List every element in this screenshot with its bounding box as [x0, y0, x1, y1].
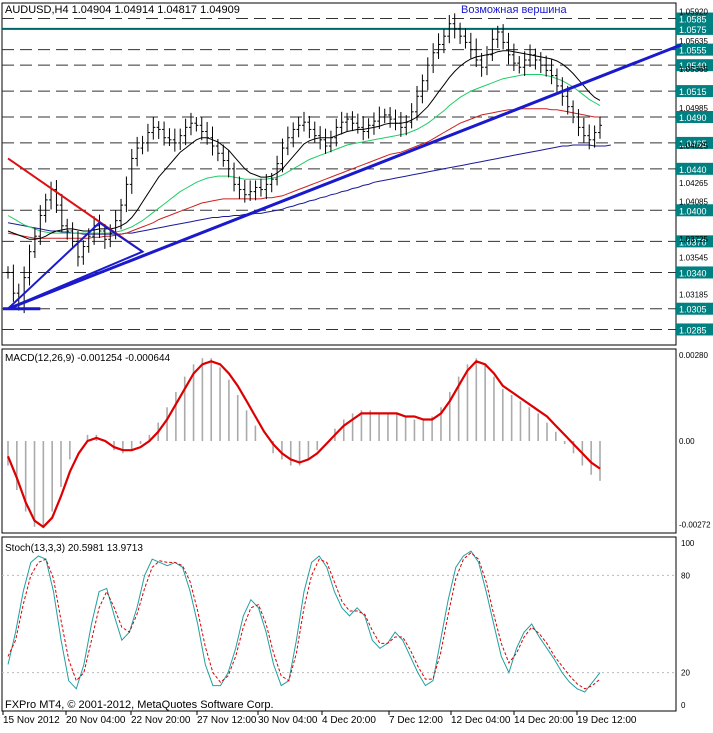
x-axis-label: 27 Nov 12:00	[197, 715, 257, 726]
level-box	[676, 266, 713, 279]
level-label: 1.0400	[679, 206, 707, 216]
level-label: 1.0285	[679, 325, 707, 335]
stoch-tick-label: 100	[681, 539, 695, 548]
level-label: 1.0515	[679, 87, 707, 97]
price-tick-label: 1.05365	[679, 65, 708, 74]
stoch-tick-label: 80	[681, 571, 690, 580]
level-box	[676, 302, 713, 315]
stoch-tick-label: 20	[681, 669, 690, 678]
price-tick-label: 1.04625	[679, 142, 708, 151]
level-label: 1.0575	[679, 25, 707, 35]
stoch-main-line	[7, 550, 601, 693]
price-tick-label: 1.05920	[679, 7, 708, 16]
macd-tick-label: 0.00280	[679, 351, 708, 360]
level-box	[676, 111, 713, 123]
level-box	[676, 136, 713, 149]
ma-green-line	[7, 74, 601, 234]
x-axis-label: 14 Dec 20:00	[514, 715, 574, 726]
level-label: 1.0340	[679, 268, 707, 278]
annotation-text: Возможная вершина	[461, 4, 567, 16]
price-tick-label: 1.05635	[679, 37, 708, 46]
level-box	[676, 59, 713, 72]
macd-tick-label: -0.00272	[679, 520, 711, 529]
x-axis-label: 4 Dec 20:00	[322, 715, 376, 726]
price-tick-label: 1.03185	[679, 291, 708, 300]
level-label: 1.0490	[679, 113, 707, 123]
macd-title: MACD(12,26,9) -0.001254 -0.000644	[5, 353, 171, 364]
level-box	[676, 323, 713, 336]
footer-copyright: FXPro MT4, © 2001-2012, MetaQuotes Softw…	[5, 699, 274, 711]
triangle-pattern	[7, 221, 145, 310]
level-label: 1.0540	[679, 61, 707, 71]
level-label: 1.0465	[679, 139, 707, 149]
level-box	[676, 235, 713, 248]
stochastic-pane[interactable]	[1, 536, 677, 712]
macd-tick-label: 0.00	[679, 437, 695, 446]
x-axis-label: 30 Nov 04:00	[258, 715, 318, 726]
level-label: 1.0555	[679, 46, 707, 56]
price-tick-label: 1.04085	[679, 197, 708, 206]
price-tick-label: 1.04985	[679, 104, 708, 113]
x-axis-label: 22 Nov 20:00	[131, 715, 191, 726]
stoch-signal-line	[7, 552, 601, 690]
level-label: 1.0370	[679, 237, 707, 247]
level-box	[676, 43, 713, 56]
level-box	[676, 22, 713, 35]
level-label: 1.0305	[679, 305, 707, 315]
x-axis-label: 12 Dec 04:00	[451, 715, 511, 726]
x-axis-label: 15 Nov 2012	[3, 715, 60, 726]
price-tick-label: 1.03545	[679, 253, 708, 262]
ma-red-line	[7, 108, 600, 239]
x-axis-label: 19 Dec 12:00	[577, 715, 637, 726]
macd-frame	[1, 348, 677, 534]
stoch-title: Stoch(13,3,3) 20.5981 13.9713	[5, 543, 143, 554]
stoch-tick-label: 0	[681, 701, 686, 710]
level-box	[676, 162, 713, 175]
x-axis-label: 7 Dec 12:00	[389, 715, 443, 726]
price-tick-label: 1.03725	[679, 235, 708, 244]
x-axis-label: 20 Nov 04:00	[66, 715, 126, 726]
stoch-frame	[1, 536, 677, 712]
level-label: 1.0585	[679, 15, 707, 25]
symbol-info: AUDUSD,H4 1.04904 1.04914 1.04817 1.0490…	[5, 4, 240, 16]
level-label: 1.0440	[679, 165, 707, 175]
macd-pane[interactable]	[1, 348, 677, 534]
level-box	[676, 85, 713, 98]
ma-black-line	[7, 50, 601, 240]
ma-navy-line	[7, 144, 611, 235]
level-box	[676, 204, 713, 217]
level-box	[676, 12, 713, 25]
macd-signal-line	[6, 360, 601, 529]
uptrend-line	[7, 43, 682, 311]
price-tick-label: 1.04265	[679, 179, 708, 188]
